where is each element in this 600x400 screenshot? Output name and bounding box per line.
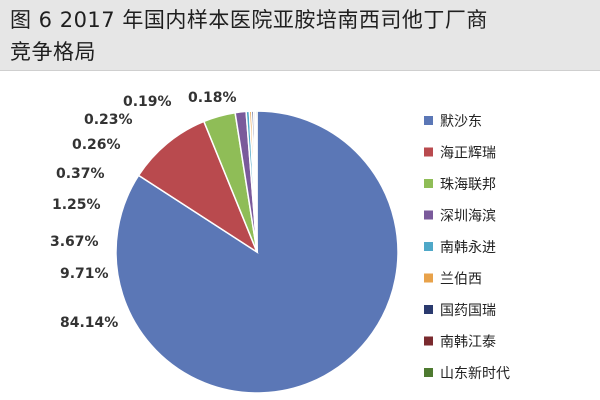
chart-title-line-2: 竞争格局 <box>10 40 96 64</box>
pie-slice-9 <box>254 110 258 253</box>
legend-swatch-1 <box>424 116 433 125</box>
slice-value-label-6: 0.26% <box>72 137 121 153</box>
legend-label-6: 兰伯西 <box>440 272 482 288</box>
legend-item-3: 珠海联邦 <box>424 177 496 193</box>
pie-chart: 84.14% 9.71% 3.67% 1.25% 0.37% 0.26% 0.23% 0.19… <box>50 90 510 394</box>
slice-value-label-5: 0.37% <box>56 166 105 182</box>
legend-label-3: 珠海联邦 <box>440 177 496 193</box>
legend-label-8: 南韩江泰 <box>440 335 496 351</box>
title-bar: 图 6 2017 年国内样本医院亚胺培南西司他丁厂商 竞争格局 <box>0 0 600 70</box>
slice-value-label-4: 1.25% <box>52 197 101 213</box>
legend-item-5: 南韩永进 <box>424 240 496 256</box>
legend-label-9: 山东新时代 <box>440 366 510 382</box>
slice-value-label-9: 0.18% <box>188 90 237 106</box>
slice-value-label-3: 3.67% <box>50 234 99 250</box>
slice-value-label-1: 84.14% <box>60 315 118 331</box>
slice-value-label-7: 0.23% <box>84 112 133 128</box>
pie-slice-2 <box>137 120 259 254</box>
legend-swatch-9 <box>424 368 433 377</box>
legend-label-5: 南韩永进 <box>440 240 496 256</box>
legend-item-8: 南韩江泰 <box>424 335 496 351</box>
title-divider <box>0 70 600 71</box>
slice-value-label-2: 9.71% <box>60 266 109 282</box>
legend-item-1: 默沙东 <box>424 114 482 130</box>
legend-swatch-3 <box>424 179 433 188</box>
legend-label-2: 海正辉瑞 <box>440 146 496 162</box>
legend-item-2: 海正辉瑞 <box>424 146 496 162</box>
pie-value-labels: 84.14% 9.71% 3.67% 1.25% 0.37% 0.26% 0.23% 0.19… <box>50 90 237 331</box>
legend-item-6: 兰伯西 <box>424 272 482 288</box>
slice-value-label-8: 0.19% <box>123 94 172 110</box>
legend-item-4: 深圳海滨 <box>424 209 496 225</box>
legend-label-4: 深圳海滨 <box>440 209 496 225</box>
legend-label-7: 国药国瑞 <box>440 303 496 319</box>
legend-swatch-2 <box>424 147 433 157</box>
legend-swatch-8 <box>424 336 433 346</box>
legend-label-1: 默沙东 <box>440 114 482 130</box>
chart-title-line-1: 图 6 2017 年国内样本医院亚胺培南西司他丁厂商 <box>10 8 488 32</box>
legend-swatch-5 <box>424 242 433 251</box>
legend-swatch-7 <box>424 305 433 314</box>
pie-slices <box>115 110 399 394</box>
legend-item-7: 国药国瑞 <box>424 303 496 319</box>
legend-swatch-4 <box>424 210 433 220</box>
legend-item-9: 山东新时代 <box>424 366 510 382</box>
legend-swatch-6 <box>424 273 433 283</box>
